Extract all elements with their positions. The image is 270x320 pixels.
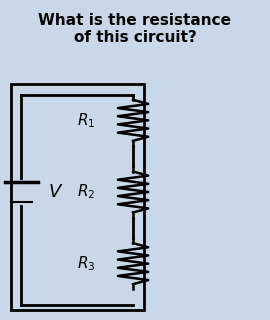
Text: What is the resistance
of this circuit?: What is the resistance of this circuit? — [39, 12, 231, 45]
Text: $R_2$: $R_2$ — [77, 183, 95, 201]
Text: $V$: $V$ — [48, 183, 64, 201]
Text: $R_1$: $R_1$ — [77, 111, 95, 130]
Text: $R_3$: $R_3$ — [77, 254, 95, 273]
